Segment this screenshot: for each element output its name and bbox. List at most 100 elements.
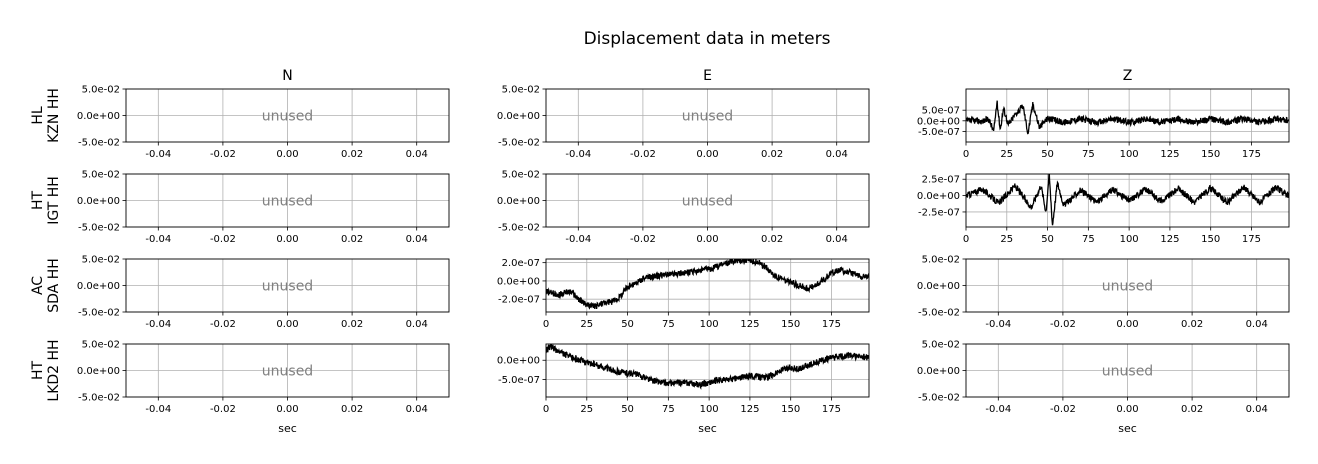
x-tick-label: -0.04 xyxy=(565,149,591,160)
subplot-trace: 0 25 50 75 100 125 150 175 2.0e-07 0.0e+00 -2.0e-0… xyxy=(497,258,870,330)
x-tick-label: 50 xyxy=(621,319,634,330)
x-tick-label: 150 xyxy=(781,319,800,330)
y-tick-label: -5.0e-02 xyxy=(78,393,120,404)
y-tick-label: 0.0e+00 xyxy=(77,366,120,377)
y-tick-label: 0.0e+00 xyxy=(917,281,960,292)
y-tick-label: 5.0e-02 xyxy=(502,170,540,181)
x-tick-label: 0.00 xyxy=(276,404,298,415)
y-tick-label: 0.0e+00 xyxy=(77,281,120,292)
x-tick-label: 75 xyxy=(662,404,675,415)
y-tick-label: 0.0e+00 xyxy=(917,366,960,377)
y-tick-label: -5.0e-02 xyxy=(78,223,120,234)
y-tick-label: 0.0e+00 xyxy=(77,111,120,122)
y-tick-label: -5.0e-02 xyxy=(918,393,960,404)
column-title: Z xyxy=(1123,68,1133,84)
y-tick-label: -5.0e-07 xyxy=(918,127,960,138)
x-tick-label: 0.00 xyxy=(276,319,298,330)
x-tick-label: 0.04 xyxy=(406,404,428,415)
y-tick-label: -5.0e-07 xyxy=(498,375,540,386)
x-tick-label: 0.02 xyxy=(341,404,363,415)
x-tick-label: 175 xyxy=(1242,234,1261,245)
y-tick-label: -5.0e-02 xyxy=(918,308,960,319)
x-tick-label: 175 xyxy=(822,319,841,330)
axes-frame xyxy=(545,258,870,313)
x-tick-label: 100 xyxy=(1120,234,1139,245)
unused-label: unused xyxy=(1102,279,1153,295)
y-tick-label: 5.0e-07 xyxy=(922,106,960,117)
subplot-unused: -0.04 -0.02 0.00 0.02 0.04 5.0e-02 0.0e+00 -5.0… xyxy=(497,85,870,160)
x-tick-label: 75 xyxy=(1082,234,1095,245)
x-tick-label: 25 xyxy=(1000,149,1013,160)
y-tick-label: 0.0e+00 xyxy=(497,111,540,122)
x-tick-label: -0.04 xyxy=(145,149,171,160)
subplot-trace: 0 25 50 75 100 125 150 175 2.5e-07 0.0e+00 -2.5e-0… xyxy=(917,173,1290,245)
x-tick-label: 175 xyxy=(1242,149,1261,160)
column-title: E xyxy=(703,68,712,84)
row-label-network: HL xyxy=(30,106,46,125)
axes-frame xyxy=(965,88,1290,143)
y-tick-label: 0.0e+00 xyxy=(77,196,120,207)
unused-label: unused xyxy=(1102,364,1153,380)
y-tick-label: 5.0e-02 xyxy=(922,340,960,351)
axes-frame xyxy=(965,343,1290,398)
row-label-network: AC xyxy=(30,276,46,295)
subplot-unused: -0.04 -0.02 0.00 0.02 0.04 5.0e-02 0.0e+00 -5.0… xyxy=(77,85,450,160)
y-tick-label: 5.0e-02 xyxy=(82,340,120,351)
unused-label: unused xyxy=(262,279,313,295)
x-tick-label: 150 xyxy=(781,404,800,415)
x-tick-label: 0.02 xyxy=(1181,319,1203,330)
axes-frame xyxy=(125,88,450,143)
y-tick-label: -5.0e-02 xyxy=(498,223,540,234)
x-tick-label: 25 xyxy=(580,404,593,415)
x-tick-label: 25 xyxy=(580,319,593,330)
row-label: AC SDA HH xyxy=(30,258,62,313)
x-tick-label: 50 xyxy=(1041,234,1054,245)
figure-title: Displacement data in meters xyxy=(584,29,831,49)
x-tick-label: 0.02 xyxy=(341,149,363,160)
subplot-unused: -0.04 -0.02 0.00 0.02 0.04 5.0e-02 0.0e+00 -5.0… xyxy=(77,255,450,330)
x-tick-label: 175 xyxy=(822,404,841,415)
x-tick-label: 0.02 xyxy=(341,234,363,245)
x-tick-label: 0.04 xyxy=(1246,404,1268,415)
x-tick-label: -0.04 xyxy=(985,319,1011,330)
row-label-network: HT xyxy=(30,361,46,381)
y-tick-label: 5.0e-02 xyxy=(82,255,120,266)
y-tick-label: -2.0e-07 xyxy=(498,295,540,306)
x-tick-label: -0.02 xyxy=(630,149,656,160)
x-tick-label: 75 xyxy=(1082,149,1095,160)
x-tick-label: 0.00 xyxy=(1116,404,1138,415)
axes-frame xyxy=(965,173,1290,228)
trace-line xyxy=(546,344,869,390)
axes-frame xyxy=(125,173,450,228)
x-tick-label: 0.02 xyxy=(761,234,783,245)
y-tick-label: 5.0e-02 xyxy=(82,170,120,181)
y-tick-label: -2.5e-07 xyxy=(918,207,960,218)
y-tick-label: -5.0e-02 xyxy=(78,138,120,149)
x-tick-label: 125 xyxy=(1160,149,1179,160)
axes-frame xyxy=(545,343,870,398)
unused-label: unused xyxy=(262,194,313,210)
x-tick-label: -0.02 xyxy=(210,404,236,415)
column-title: N xyxy=(282,68,292,84)
x-tick-label: 0.02 xyxy=(761,149,783,160)
row-label-station: KZN HH xyxy=(46,88,62,143)
y-tick-label: 0.0e+00 xyxy=(497,276,540,287)
x-tick-label: 0 xyxy=(543,404,549,415)
x-tick-label: 100 xyxy=(700,404,719,415)
axes-frame xyxy=(545,88,870,143)
x-tick-label: -0.02 xyxy=(210,234,236,245)
x-tick-label: -0.04 xyxy=(565,234,591,245)
axes-frame xyxy=(125,258,450,313)
x-tick-label: 50 xyxy=(1041,149,1054,160)
x-tick-label: 0.04 xyxy=(826,149,848,160)
x-tick-label: 0 xyxy=(963,234,969,245)
x-tick-label: 0.04 xyxy=(406,149,428,160)
x-tick-label: 0.00 xyxy=(696,149,718,160)
x-tick-label: 0 xyxy=(543,319,549,330)
axes-frame xyxy=(125,343,450,398)
x-tick-label: 0.00 xyxy=(1116,319,1138,330)
subplot-unused: -0.04 -0.02 0.00 0.02 0.04 5.0e-02 0.0e+00 -5.0… xyxy=(497,170,870,245)
y-tick-label: 0.0e+00 xyxy=(497,196,540,207)
